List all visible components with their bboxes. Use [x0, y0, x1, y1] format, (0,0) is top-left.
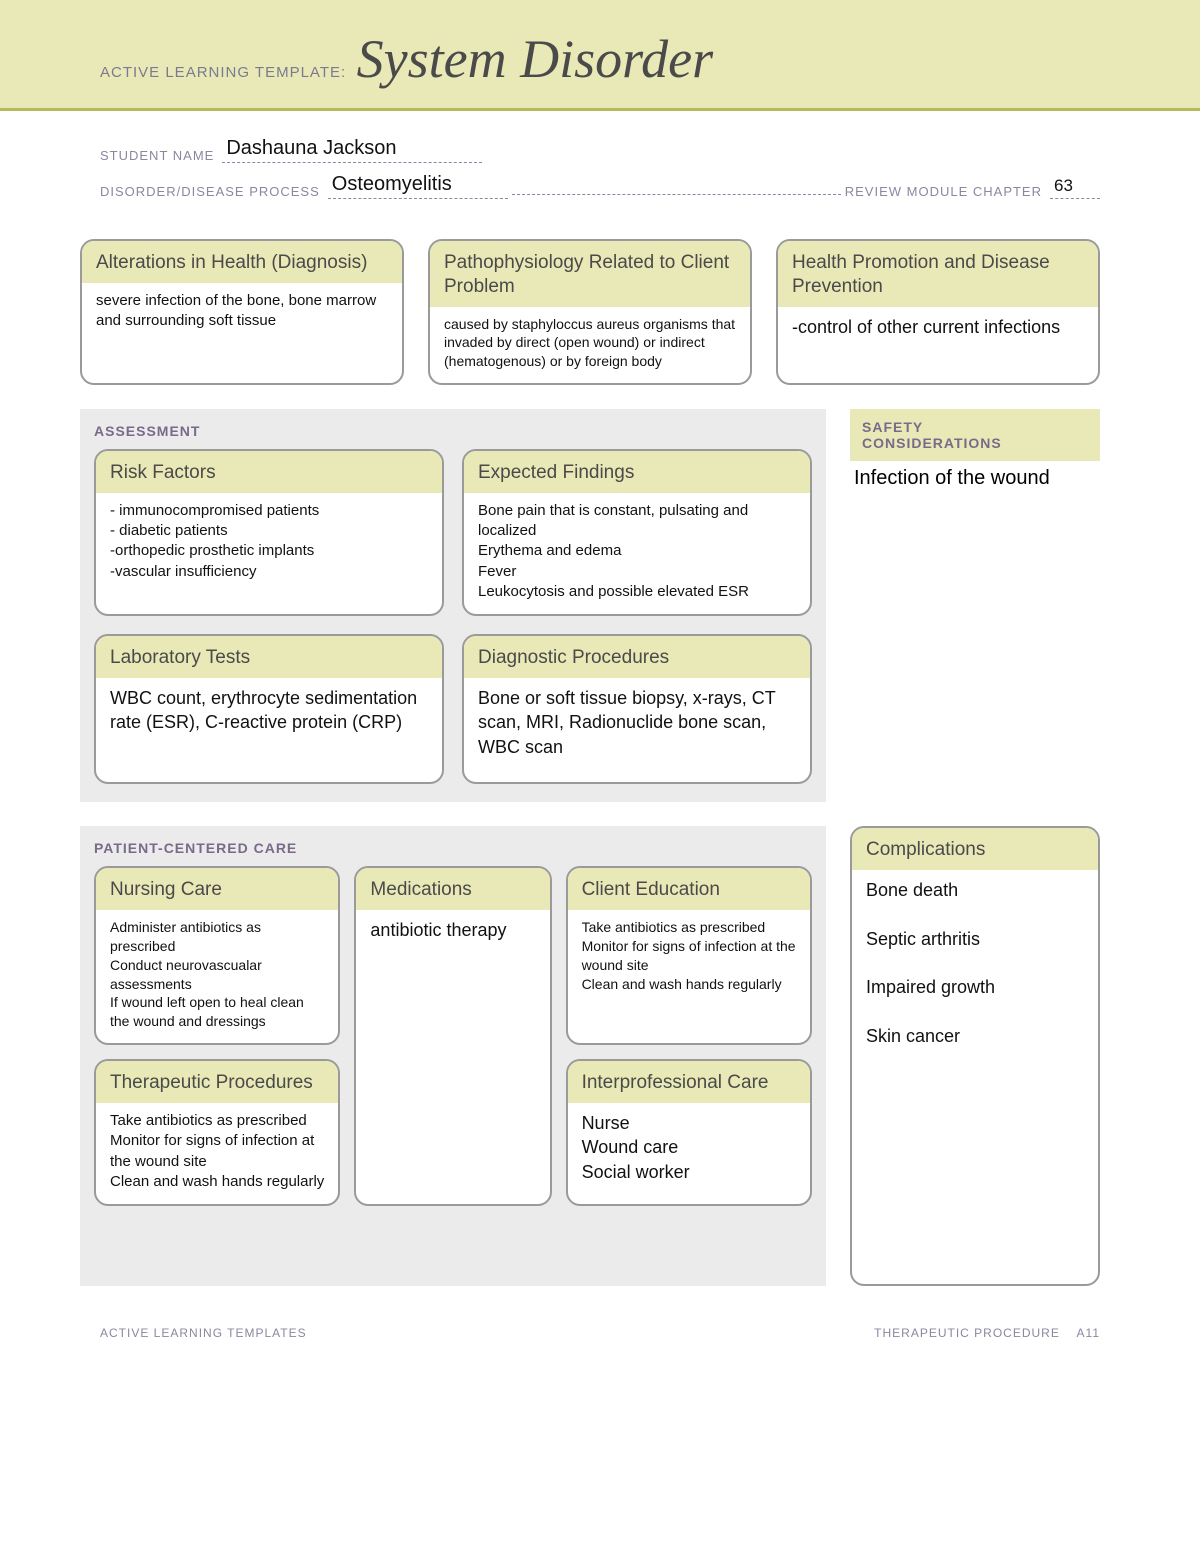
card-patho-title: Pathophysiology Related to Client Proble… — [430, 241, 750, 307]
card-complications: Complications Bone death Septic arthriti… — [850, 826, 1100, 1286]
card-labs: Laboratory Tests WBC count, erythrocyte … — [94, 634, 444, 784]
meta-row-student: STUDENT NAME Dashauna Jackson — [100, 137, 1100, 163]
meta-block: STUDENT NAME Dashauna Jackson DISORDER/D… — [0, 111, 1200, 219]
card-complications-body: Bone death Septic arthritis Impaired gro… — [852, 870, 1098, 1284]
banner-title: System Disorder — [357, 29, 713, 89]
student-name-label: STUDENT NAME — [100, 148, 214, 163]
top-row: Alterations in Health (Diagnosis) severe… — [80, 239, 1100, 385]
pcc-row: PATIENT-CENTERED CARE Nursing Care Admin… — [80, 826, 1100, 1286]
card-therapeutic-title: Therapeutic Procedures — [96, 1061, 338, 1103]
card-nursing-title: Nursing Care — [96, 868, 338, 910]
card-risk-title: Risk Factors — [96, 451, 442, 493]
card-patho-body: caused by staphyloccus aureus organisms … — [430, 307, 750, 384]
pcc-label: PATIENT-CENTERED CARE — [94, 840, 812, 856]
card-complications-title: Complications — [852, 828, 1098, 870]
card-meds-title: Medications — [356, 868, 549, 910]
pcc-section: PATIENT-CENTERED CARE Nursing Care Admin… — [80, 826, 826, 1286]
card-promo-title: Health Promotion and Disease Prevention — [778, 241, 1098, 307]
card-inter: Interprofessional Care Nurse Wound care … — [566, 1059, 812, 1206]
assessment-safety-row: ASSESSMENT Risk Factors - immunocompromi… — [80, 409, 1100, 826]
card-promo: Health Promotion and Disease Prevention … — [776, 239, 1100, 385]
card-therapeutic-body: Take antibiotics as prescribed Monitor f… — [96, 1103, 338, 1204]
card-labs-body: WBC count, erythrocyte sedimentation rat… — [96, 678, 442, 782]
card-inter-body: Nurse Wound care Social worker — [568, 1103, 810, 1204]
card-alterations-title: Alterations in Health (Diagnosis) — [82, 241, 402, 283]
content: Alterations in Health (Diagnosis) severe… — [0, 219, 1200, 1296]
card-findings-body: Bone pain that is constant, pulsating an… — [464, 493, 810, 614]
footer-page: A11 — [1077, 1326, 1100, 1340]
banner: ACTIVE LEARNING TEMPLATE: System Disorde… — [0, 0, 1200, 111]
card-findings-title: Expected Findings — [464, 451, 810, 493]
card-patho: Pathophysiology Related to Client Proble… — [428, 239, 752, 385]
banner-prefix: ACTIVE LEARNING TEMPLATE: — [100, 64, 346, 81]
card-labs-title: Laboratory Tests — [96, 636, 442, 678]
card-diag: Diagnostic Procedures Bone or soft tissu… — [462, 634, 812, 784]
card-alterations: Alterations in Health (Diagnosis) severe… — [80, 239, 404, 385]
complications-side: Complications Bone death Septic arthriti… — [850, 826, 1100, 1286]
card-edu-body: Take antibiotics as prescribed Monitor f… — [568, 910, 810, 1043]
card-risk: Risk Factors - immunocompromised patient… — [94, 449, 444, 616]
card-findings: Expected Findings Bone pain that is cons… — [462, 449, 812, 616]
safety-label: SAFETY CONSIDERATIONS — [862, 419, 1088, 451]
card-therapeutic: Therapeutic Procedures Take antibiotics … — [94, 1059, 340, 1206]
footer-left: ACTIVE LEARNING TEMPLATES — [100, 1326, 307, 1340]
card-nursing: Nursing Care Administer antibiotics as p… — [94, 866, 340, 1045]
card-nursing-body: Administer antibiotics as prescribed Con… — [96, 910, 338, 1043]
pcc-grid: Nursing Care Administer antibiotics as p… — [94, 866, 812, 1206]
safety-body: Infection of the wound — [850, 461, 1100, 490]
card-edu: Client Education Take antibiotics as pre… — [566, 866, 812, 1045]
meta-row-disorder: DISORDER/DISEASE PROCESS Osteomyelitis R… — [100, 173, 1100, 199]
footer-right: THERAPEUTIC PROCEDURE A11 — [874, 1326, 1100, 1340]
card-inter-title: Interprofessional Care — [568, 1061, 810, 1103]
meta-spacer — [512, 194, 841, 195]
disorder-value: Osteomyelitis — [328, 173, 508, 199]
assessment-section: ASSESSMENT Risk Factors - immunocompromi… — [80, 409, 826, 802]
card-alterations-body: severe infection of the bone, bone marro… — [82, 283, 402, 383]
card-promo-body: -control of other current infections — [778, 307, 1098, 384]
assessment-label: ASSESSMENT — [94, 423, 812, 439]
card-meds: Medications antibiotic therapy — [354, 866, 551, 1206]
card-diag-body: Bone or soft tissue biopsy, x-rays, CT s… — [464, 678, 810, 782]
footer-right-label: THERAPEUTIC PROCEDURE — [874, 1326, 1060, 1340]
card-edu-title: Client Education — [568, 868, 810, 910]
page: ACTIVE LEARNING TEMPLATE: System Disorde… — [0, 0, 1200, 1390]
assessment-grid: Risk Factors - immunocompromised patient… — [94, 449, 812, 784]
safety-side: SAFETY CONSIDERATIONS Infection of the w… — [850, 409, 1100, 826]
safety-label-box: SAFETY CONSIDERATIONS — [850, 409, 1100, 461]
card-meds-body: antibiotic therapy — [356, 910, 549, 1204]
card-diag-title: Diagnostic Procedures — [464, 636, 810, 678]
footer: ACTIVE LEARNING TEMPLATES THERAPEUTIC PR… — [0, 1296, 1200, 1350]
chapter-label: REVIEW MODULE CHAPTER — [845, 184, 1042, 199]
student-name-value: Dashauna Jackson — [222, 137, 482, 163]
chapter-value: 63 — [1050, 176, 1100, 199]
disorder-label: DISORDER/DISEASE PROCESS — [100, 184, 320, 199]
card-risk-body: - immunocompromised patients - diabetic … — [96, 493, 442, 614]
